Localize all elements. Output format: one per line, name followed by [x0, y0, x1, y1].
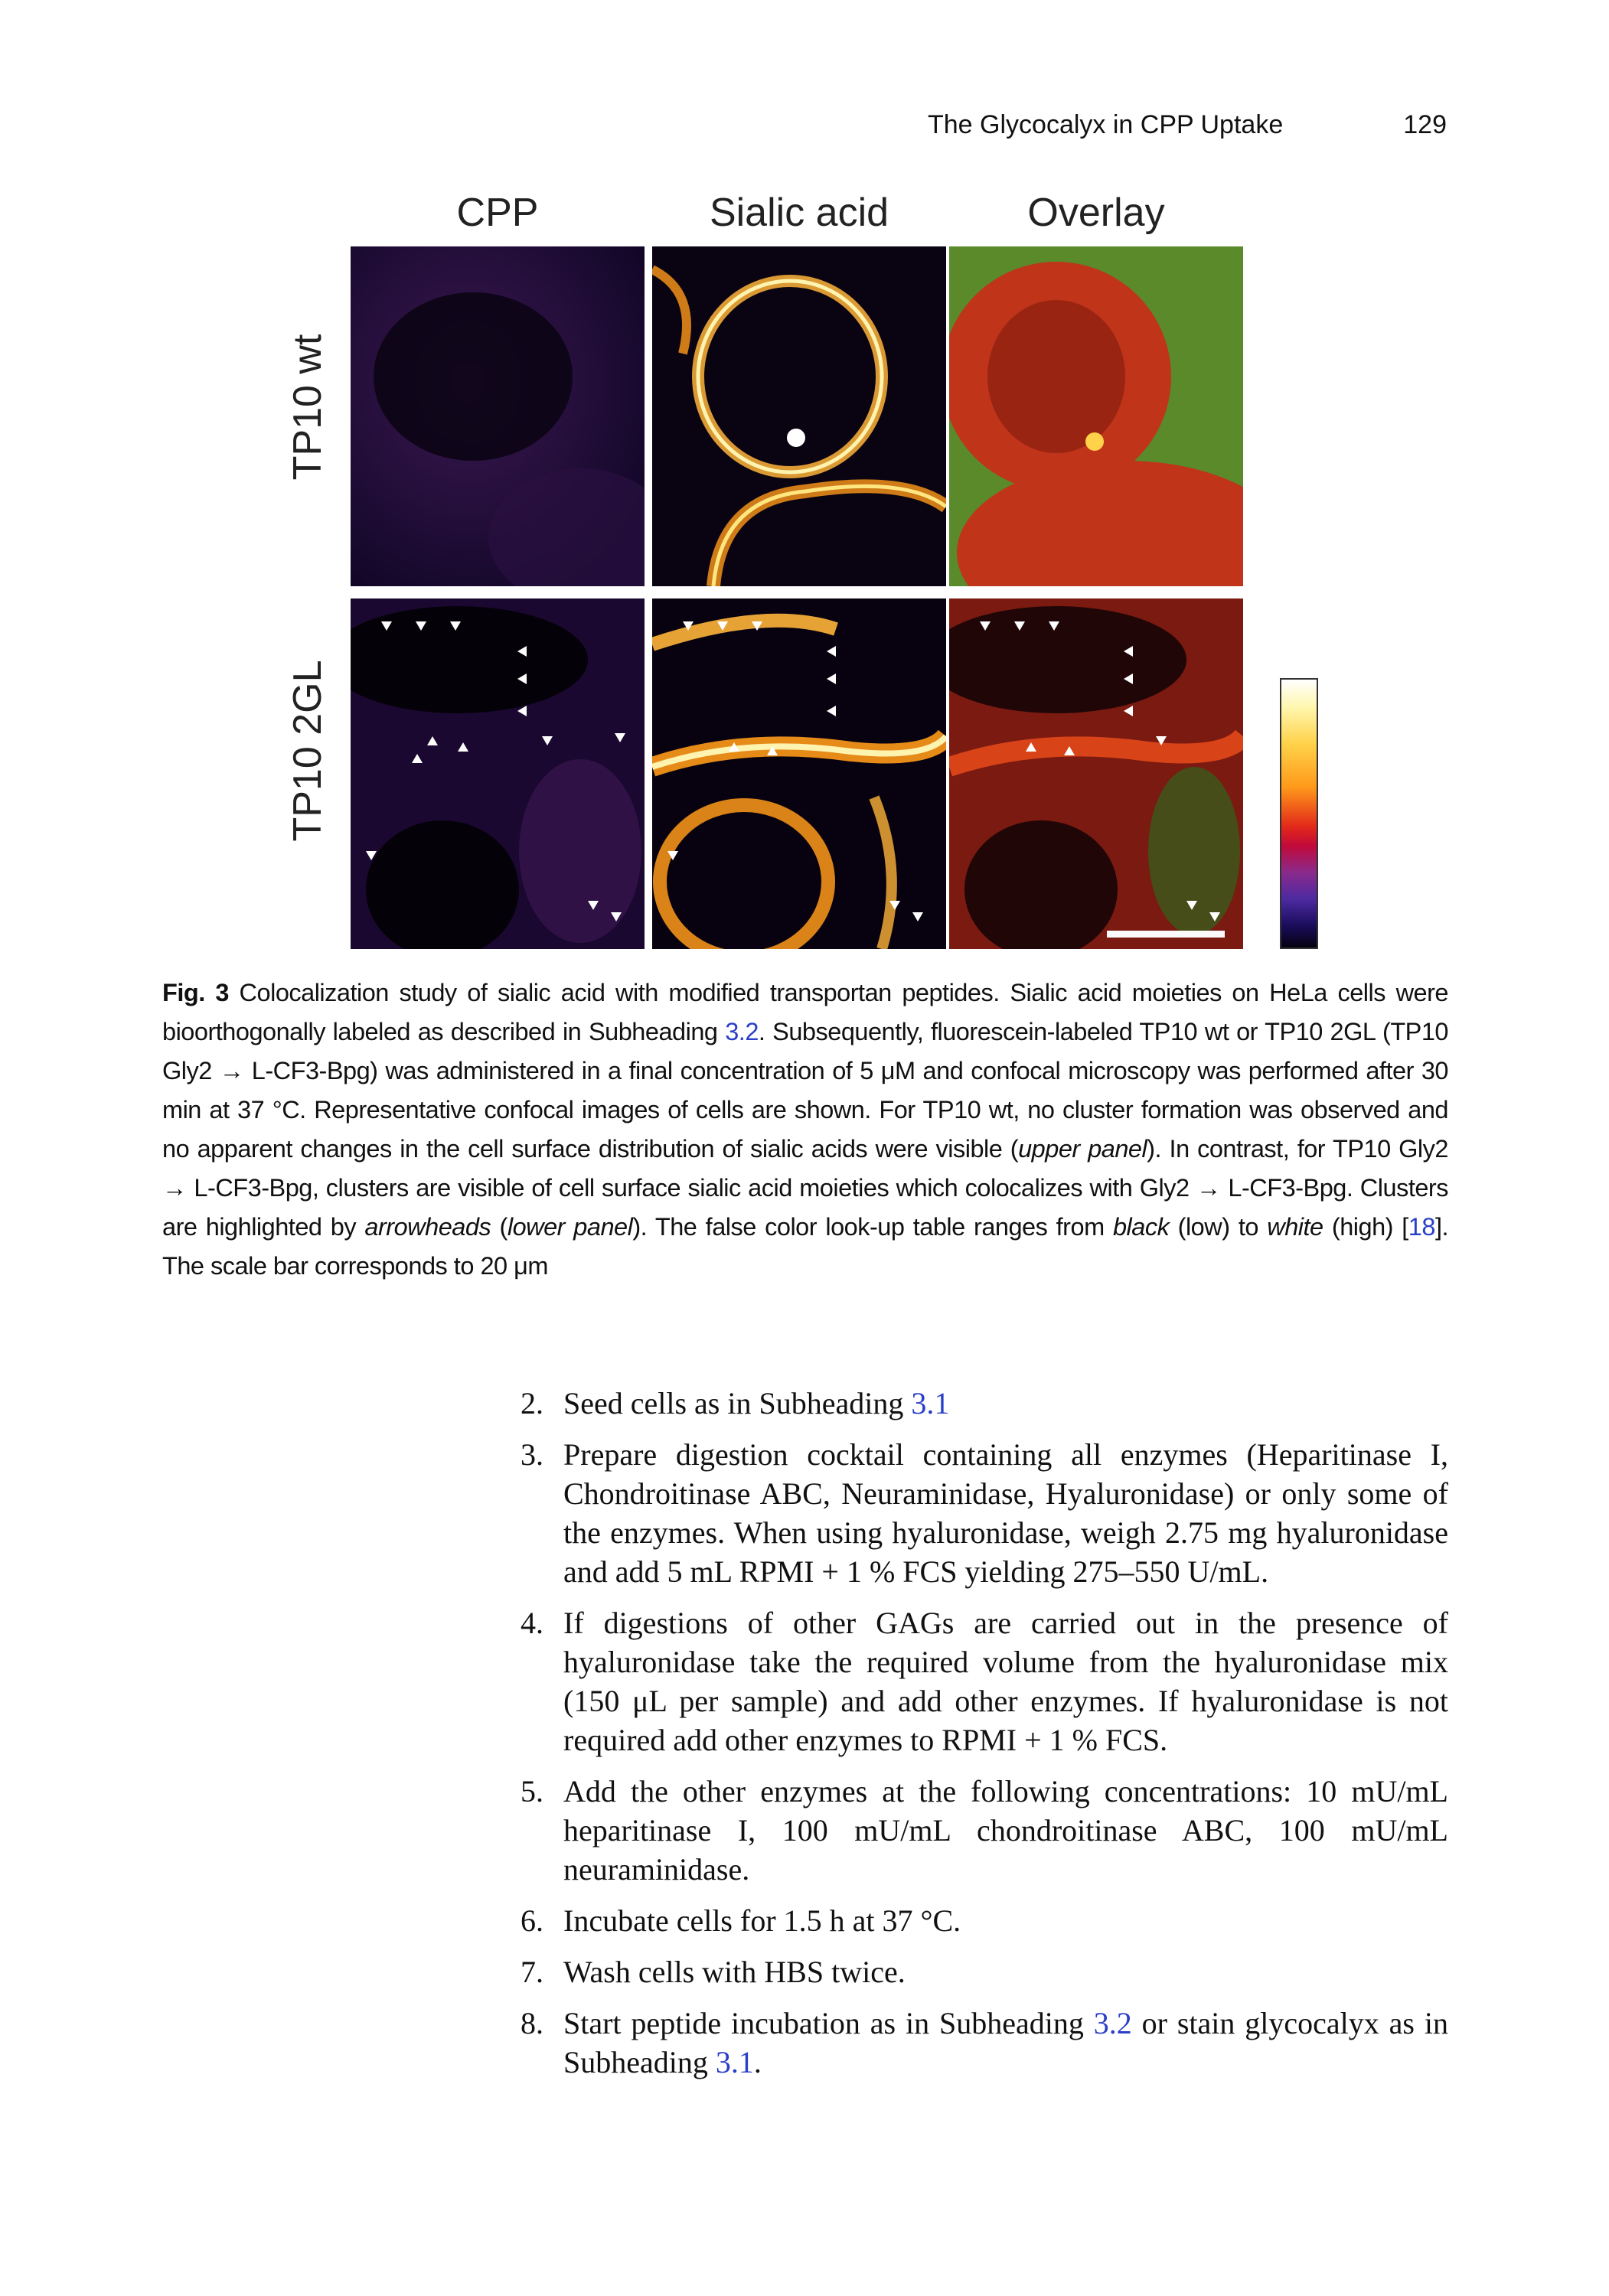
subheading-ref-link[interactable]: 3.2 — [1093, 2006, 1132, 2040]
column-label-overlay: Overlay — [1027, 191, 1165, 235]
step-number: 6. — [521, 1903, 543, 1938]
list-item: 2. Seed cells as in Subheading 3.1 — [521, 1384, 1448, 1423]
step-text: Start peptide incubation as in Subheadin… — [563, 2006, 1094, 2040]
image-tp10-2gl-cpp — [351, 598, 645, 949]
step-text: If digestions of other GAGs are carried … — [563, 1606, 1448, 1757]
caption-text: ]. The scale bar corresponds to 20 μm — [162, 1213, 1449, 1280]
list-item: 7. Wash cells with HBS twice. — [521, 1952, 1448, 1991]
step-number: 3. — [521, 1437, 543, 1472]
caption-text: ( — [491, 1213, 508, 1241]
subheading-ref-link[interactable]: 3.1 — [715, 2045, 754, 2079]
running-head: The Glycocalyx in CPP Uptake 129 — [880, 110, 1447, 144]
image-tp10-2gl-overlay — [949, 598, 1243, 949]
page-number: 129 — [1403, 110, 1447, 139]
step-number: 5. — [521, 1774, 543, 1808]
color-lookup-table-bar — [1280, 678, 1318, 949]
caption-italic: lower panel — [507, 1213, 633, 1241]
caption-italic: upper panel — [1018, 1135, 1147, 1163]
step-text: Incubate cells for 1.5 h at 37 °C. — [563, 1903, 961, 1938]
caption-italic: arrowheads — [364, 1213, 491, 1241]
image-tp10-wt-sialic-acid — [652, 246, 946, 586]
list-item: 4. If digestions of other GAGs are carrie… — [521, 1603, 1448, 1760]
scale-bar — [1107, 931, 1225, 938]
step-text: Wash cells with HBS twice. — [563, 1955, 906, 1989]
caption-text: ). The false color look-up table ranges … — [632, 1213, 1113, 1241]
list-item: 8. Start peptide incubation as in Subhead… — [521, 2004, 1448, 2082]
image-tp10-2gl-sialic-acid — [652, 598, 946, 949]
figure-3: CPP Sialic acid Overlay TP10 wt TP10 2GL — [0, 0, 1609, 964]
step-text: Prepare digestion cocktail containing al… — [563, 1437, 1448, 1589]
caption-text: (low) to — [1169, 1213, 1268, 1241]
caption-text: ). In contrast, for TP10 Gly2 → L-CF3-Bp… — [162, 1135, 1449, 1241]
caption-text: . Subsequently, fluorescein-labeled TP10… — [162, 1018, 1449, 1163]
subheading-ref-link[interactable]: 3.1 — [911, 1386, 950, 1420]
list-item: 3. Prepare digestion cocktail containing … — [521, 1435, 1448, 1591]
step-text: . — [753, 2045, 762, 2079]
figure-number: Fig. 3 — [162, 979, 229, 1006]
list-item: 6. Incubate cells for 1.5 h at 37 °C. — [521, 1901, 1448, 1940]
image-tp10-wt-cpp — [351, 246, 645, 586]
caption-text: (high) [ — [1323, 1213, 1408, 1241]
caption-text: Colocalization study of sialic acid with… — [162, 979, 1449, 1045]
caption-italic: white — [1267, 1213, 1323, 1241]
row-label-tp10-wt: TP10 wt — [286, 334, 330, 481]
step-number: 2. — [521, 1386, 543, 1420]
caption-italic: black — [1112, 1213, 1170, 1241]
step-number: 4. — [521, 1606, 543, 1640]
caption-ref-link[interactable]: 3.2 — [725, 1018, 759, 1045]
image-tp10-wt-overlay — [949, 246, 1243, 586]
list-item: 5. Add the other enzymes at the following… — [521, 1772, 1448, 1889]
row-label-tp10-2gl: TP10 2GL — [286, 660, 330, 842]
step-number: 7. — [521, 1955, 543, 1989]
column-label-sialic-acid: Sialic acid — [709, 191, 889, 235]
step-text: Seed cells as in Subheading — [563, 1386, 912, 1420]
step-text: or stain glycocalyx as in Subheading — [563, 2006, 1448, 2079]
protocol-steps: 2. Seed cells as in Subheading 3.1 3. Prep… — [521, 1384, 1448, 2094]
step-number: 8. — [521, 2006, 543, 2040]
running-head-title: The Glycocalyx in CPP Uptake — [928, 110, 1284, 139]
column-label-cpp: CPP — [456, 191, 539, 235]
figure-caption: Fig. 3 Colocalization study of sialic ac… — [162, 974, 1449, 1286]
step-text: Add the other enzymes at the following c… — [563, 1774, 1448, 1887]
caption-citation-link[interactable]: 18 — [1408, 1213, 1436, 1241]
